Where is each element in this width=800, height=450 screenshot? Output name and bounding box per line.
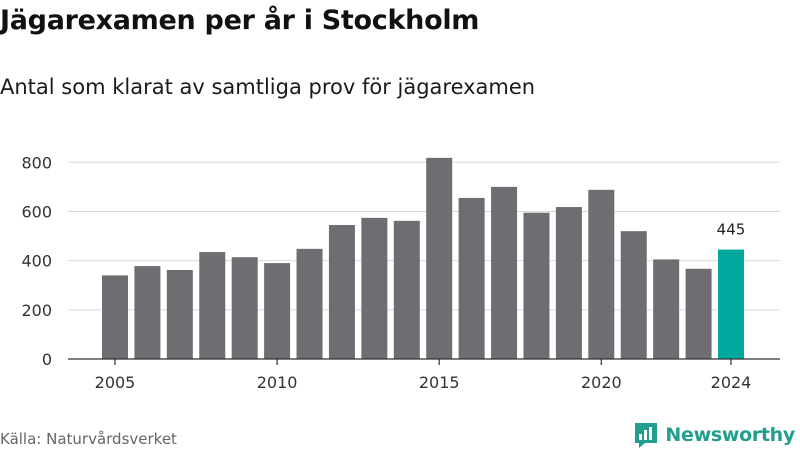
bar-2016 [458, 197, 485, 359]
bar-chart: 0 200 400 600 800 2005 2010 2015 2020 2024 445 [21, 153, 780, 392]
bar-2023 [685, 268, 712, 359]
y-tick-label: 0 [42, 350, 52, 369]
y-tick-label: 800 [21, 153, 52, 172]
bar-2011 [296, 248, 323, 359]
y-tick-label: 400 [21, 252, 52, 271]
chart-title: Jägarexamen per år i Stockholm [0, 5, 480, 36]
bar-2007 [166, 269, 193, 359]
bar-2006 [134, 266, 161, 359]
brand-logo[interactable]: Newsworthy [633, 421, 795, 449]
bar-2015 [426, 157, 453, 359]
bar-2021 [620, 231, 647, 359]
bar-2012 [328, 224, 355, 359]
x-tick-label: 2024 [711, 373, 752, 392]
bar-2024 [718, 249, 744, 359]
bar-2022 [653, 259, 680, 359]
x-tick-label: 2005 [95, 373, 136, 392]
y-tick-label: 600 [21, 202, 52, 221]
bar-2014 [393, 220, 420, 359]
source-note: Källa: Naturvårdsverket [0, 430, 177, 448]
bar-2017 [491, 186, 518, 359]
x-tick-label: 2010 [257, 373, 298, 392]
newsworthy-logo-icon [635, 423, 658, 448]
bar-2010 [264, 263, 291, 359]
bar-2018 [523, 212, 550, 359]
y-tick-label: 200 [21, 301, 52, 320]
highlight-data-label: 445 [717, 221, 746, 239]
bar-2005 [102, 275, 128, 359]
bar-2020 [588, 189, 615, 359]
brand-name: Newsworthy [665, 424, 795, 446]
chart-subtitle: Antal som klarat av samtliga prov för jä… [0, 75, 536, 99]
bar-2019 [555, 207, 582, 359]
bar-2009 [231, 257, 258, 359]
bar-2013 [361, 217, 388, 359]
bar-2008 [199, 252, 226, 359]
x-tick-label: 2015 [419, 373, 460, 392]
x-tick-label: 2020 [581, 373, 622, 392]
